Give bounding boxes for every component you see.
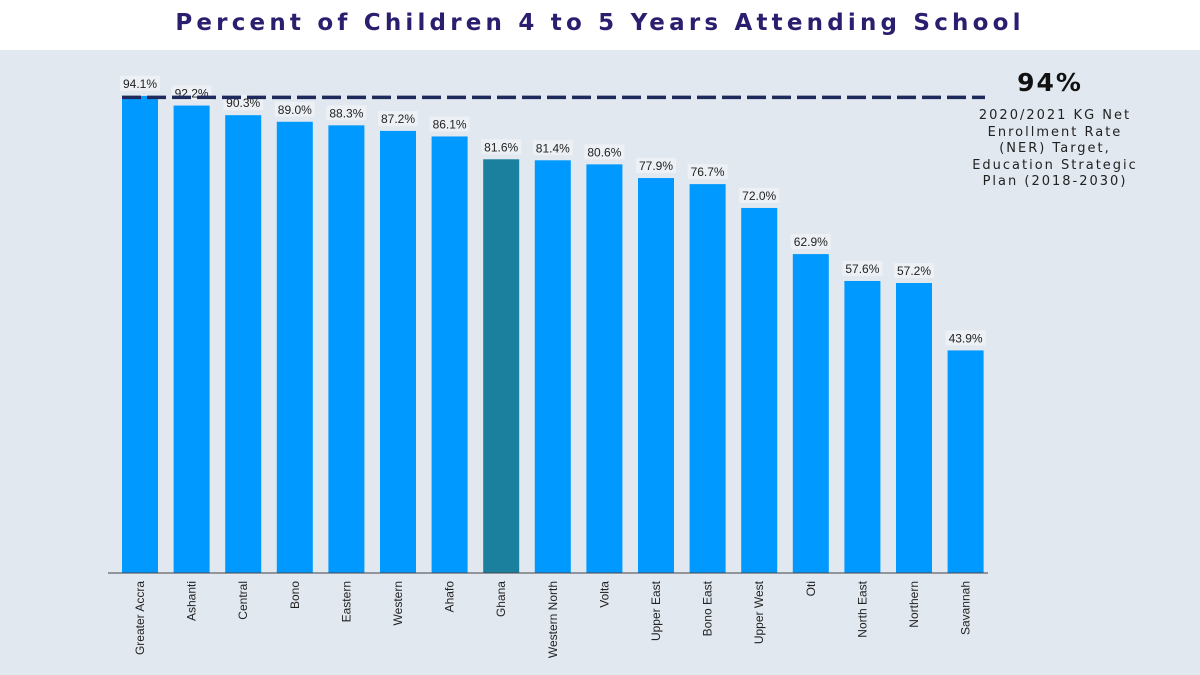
bar-oti (792, 254, 829, 574)
data-label: 43.9% (949, 331, 983, 345)
data-label-background (326, 105, 367, 121)
category-label: Bono (288, 581, 302, 609)
data-label: 72.0% (742, 189, 776, 203)
data-label: 88.3% (329, 106, 363, 120)
category-label: Upper West (752, 580, 766, 644)
data-label-background (739, 187, 780, 203)
target-description: 2020/2021 KG Net Enrollment Rate (NER) T… (972, 108, 1138, 189)
bar-western (380, 130, 416, 573)
category-label: Western North (546, 581, 560, 658)
category-label: Ashanti (185, 581, 199, 621)
data-label-background (584, 144, 625, 160)
data-label: 86.1% (433, 117, 467, 131)
data-label: 94.1% (123, 77, 157, 91)
bar-ashanti (173, 105, 210, 574)
category-label: Oti (804, 581, 818, 596)
category-label: Upper East (649, 580, 663, 641)
category-label: Savannah (959, 581, 973, 635)
category-label: Bono East (701, 580, 715, 636)
data-label-background (532, 140, 573, 156)
data-label: 76.7% (691, 165, 725, 179)
bar-greater-accra (122, 95, 158, 574)
bar-savannah (947, 350, 984, 573)
data-label-background (636, 158, 676, 174)
data-label: 81.6% (484, 140, 518, 154)
data-label: 77.9% (639, 159, 673, 173)
bar-northern (896, 282, 932, 573)
data-label: 62.9% (794, 235, 828, 249)
bar-north-east (844, 280, 881, 573)
bar-western-north (534, 160, 571, 573)
category-label: North East (855, 580, 869, 637)
data-label: 89.0% (278, 103, 312, 117)
data-label: 90.3% (226, 96, 260, 110)
category-label: Western (391, 581, 405, 625)
data-label: 87.2% (381, 112, 415, 126)
data-label-background (378, 110, 418, 126)
bar-upper-west (741, 207, 778, 573)
bar-ahafo (431, 136, 468, 573)
data-label: 57.2% (897, 264, 931, 278)
category-label: Ahafo (443, 581, 457, 613)
data-label-background (945, 330, 986, 346)
category-label: Ghana (494, 581, 508, 617)
data-label: 80.6% (587, 145, 621, 159)
data-label-background (894, 262, 934, 278)
category-label: Central (236, 581, 250, 620)
bar-upper-east (638, 178, 674, 573)
data-label-background (790, 234, 831, 250)
bar-eastern (328, 125, 365, 573)
bar-volta (586, 164, 623, 573)
data-label-background (481, 139, 522, 155)
category-label: Greater Accra (133, 581, 147, 655)
category-label: Eastern (339, 581, 353, 622)
data-label: 57.6% (845, 262, 879, 276)
category-label: Northern (907, 581, 921, 628)
data-label-background (842, 260, 883, 276)
data-label-background (687, 164, 728, 180)
category-label: Volta (597, 581, 611, 608)
data-label-background (274, 101, 315, 117)
data-label: 81.4% (536, 141, 570, 155)
data-label-background (429, 116, 470, 132)
target-value-label: 94% (1017, 68, 1083, 97)
chart-title: Percent of Children 4 to 5 Years Attendi… (175, 10, 1025, 36)
bar-bono (276, 121, 313, 574)
bar-ghana (483, 159, 520, 573)
bar-bono-east (689, 184, 726, 574)
data-label-background (120, 75, 160, 91)
bar-central (225, 115, 262, 573)
